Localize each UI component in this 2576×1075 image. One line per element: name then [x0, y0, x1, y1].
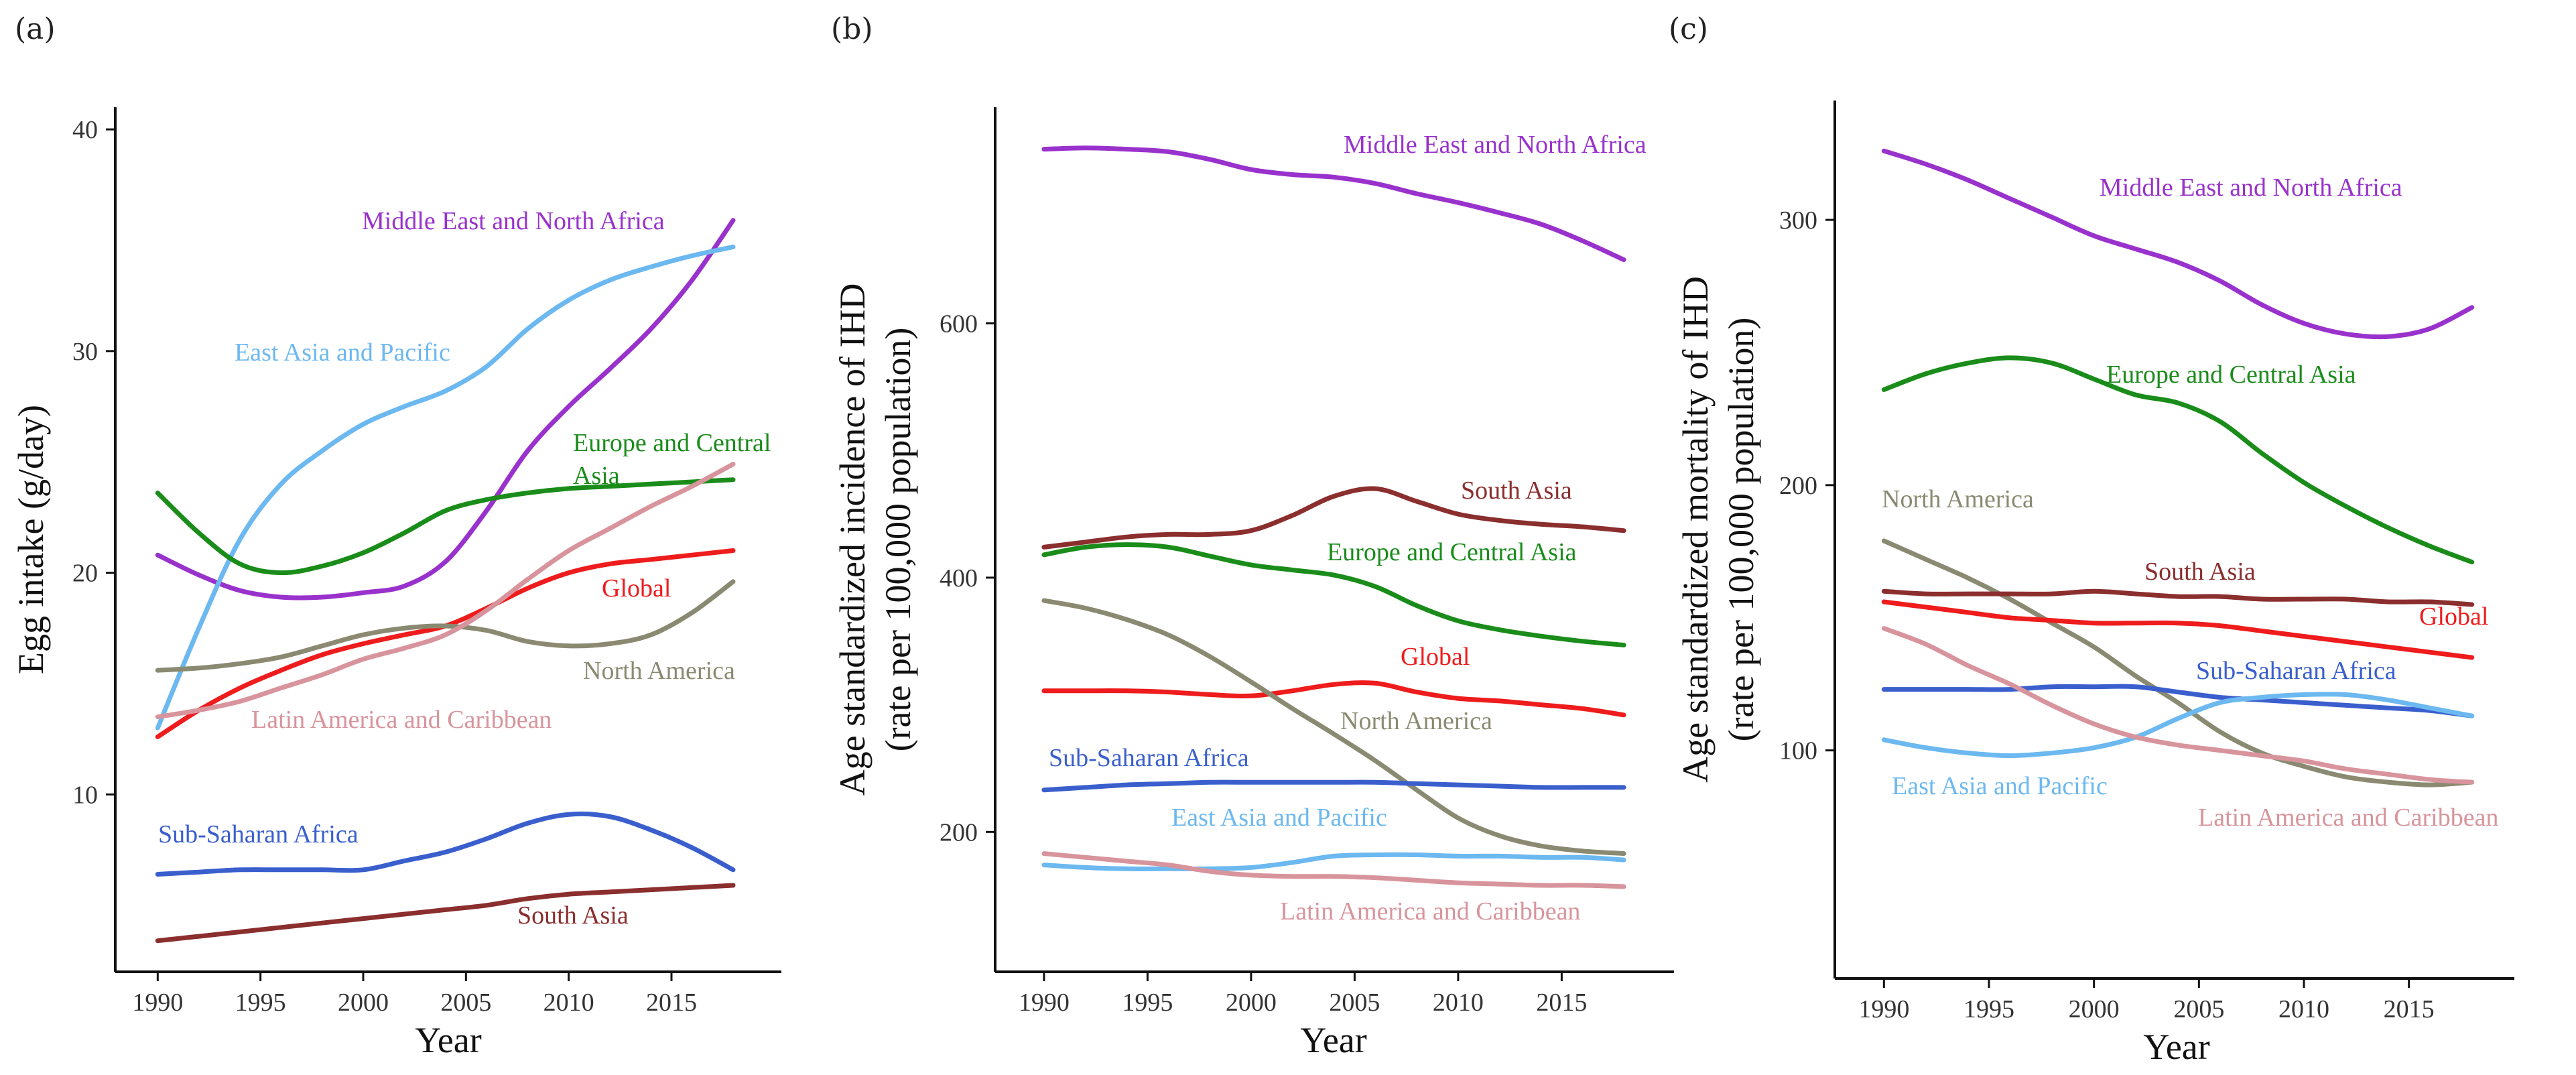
panel-b-label-europe: Europe and Central Asia	[1327, 538, 1577, 566]
panel-b-line-sub-saharan-africa	[1041, 779, 1626, 793]
panel-c-x-tick-label-1995: 1995	[1963, 995, 2014, 1023]
panel-c-ticks: 1990 1995 2000 2005 2010 2015 100 200 300	[1779, 206, 2435, 1023]
panel-c-line-sub-saharan-africa	[1881, 684, 2475, 718]
panel-b-y-axis-title-line2: (rate per 100,000 population)	[878, 328, 918, 752]
panel-b-line-europe-and-central-asia	[1041, 542, 1626, 647]
panel-b-label: (b)	[831, 12, 873, 46]
panel-b-x-tick-label-2015: 2015	[1536, 989, 1587, 1017]
panel-c-x-tick-label-1990: 1990	[1858, 995, 1909, 1023]
panel-a-x-tick-label-1995: 1995	[235, 989, 286, 1017]
panel-c-line-south-asia	[1881, 588, 2475, 607]
panel-a-y-tick-label-40: 40	[72, 116, 98, 144]
panel-b-y-tick-label-200: 200	[940, 818, 978, 846]
panel-a-x-tick-label-2015: 2015	[646, 989, 697, 1017]
panel-b-y-tick-label-400: 400	[940, 564, 978, 592]
panel-a-x-tick-label-2000: 2000	[338, 989, 389, 1017]
panel-c-label-sub-saharan: Sub-Saharan Africa	[2196, 657, 2396, 685]
panel-c-x-tick-label-2000: 2000	[2069, 995, 2120, 1023]
panel-b-label-sub-saharan: Sub-Saharan Africa	[1049, 744, 1249, 772]
panel-b-label-global: Global	[1401, 643, 1470, 671]
panel-b-series-lines	[1041, 145, 1626, 889]
panel-a-line-latin-america-and-caribbean	[155, 462, 736, 720]
panel-c-line-latin-america-and-caribbean	[1881, 626, 2475, 785]
panel-a-line-middle-east-and-north-africa	[155, 218, 736, 600]
panel-a-x-tick-label-2005: 2005	[440, 989, 491, 1017]
panel-c-line-north-america	[1881, 538, 2475, 787]
panel-b-x-tick-label-1995: 1995	[1122, 989, 1173, 1017]
panel-c-label-latin-america: Latin America and Caribbean	[2198, 804, 2498, 832]
panel-a-y-tick-label-10: 10	[72, 781, 98, 809]
panel-a-label-north-america: North America	[583, 657, 735, 685]
panel-b-x-tick-label-2005: 2005	[1329, 989, 1380, 1017]
panel-b-ticks: 1990 1995 2000 2005 2010 2015 200 400 600	[940, 310, 1587, 1017]
panel-c-label-east-asia: East Asia and Pacific	[1892, 772, 2108, 800]
panel-b-label-north-america: North America	[1340, 707, 1492, 735]
panel-a-x-tick-label-1990: 1990	[132, 989, 183, 1017]
panel-a-line-europe-and-central-asia	[155, 477, 736, 576]
panel-b-line-south-asia	[1041, 486, 1626, 550]
panel-c-label-global: Global	[2419, 603, 2488, 631]
panel-ihd-incidence: (b) 1990 1995 2000 2005 2010 2015 200 400 600 Ye…	[831, 12, 1674, 1060]
panel-b-label-east-asia: East Asia and Pacific	[1171, 804, 1387, 832]
panel-c-line-east-asia-and-pacific	[1881, 692, 2475, 759]
panel-c-label-europe: Europe and Central Asia	[2106, 361, 2356, 389]
panel-b-x-tick-label-1990: 1990	[1019, 989, 1070, 1017]
panel-a-line-south-asia	[155, 883, 736, 944]
panel-b-x-tick-label-2010: 2010	[1433, 989, 1484, 1017]
panel-b-x-axis-title: Year	[1300, 1020, 1367, 1060]
panel-c-line-global	[1881, 599, 2475, 660]
panel-c-label: (c)	[1669, 12, 1708, 46]
panel-a-label-europe-line1: Europe and Central	[573, 429, 771, 457]
panel-c-x-axis-title: Year	[2143, 1027, 2210, 1067]
panel-b-y-tick-label-600: 600	[940, 310, 978, 338]
panel-a-label-east-asia: East Asia and Pacific	[235, 338, 450, 367]
panel-b-label-south-asia: South Asia	[1461, 477, 1572, 505]
panel-a-label-middle-east: Middle East and North Africa	[362, 207, 665, 235]
panel-b-label-middle-east: Middle East and North Africa	[1344, 131, 1647, 159]
panel-egg-intake: (a) 1990 1995 2000 2005 2010 2015 10 20 30 40 Yea…	[11, 12, 781, 1060]
panel-a-label-latin-america: Latin America and Caribbean	[251, 706, 552, 734]
panel-a-x-tick-label-2010: 2010	[543, 989, 594, 1017]
panel-a-label: (a)	[15, 12, 56, 46]
panel-a-label-sub-saharan: Sub-Saharan Africa	[158, 820, 359, 848]
panel-b-line-north-america	[1041, 598, 1626, 857]
panel-b-line-latin-america-and-caribbean	[1041, 851, 1626, 889]
panel-a-line-east-asia-and-pacific	[155, 244, 736, 731]
panel-c-x-tick-label-2005: 2005	[2173, 995, 2224, 1023]
panel-b-line-middle-east-and-north-africa	[1041, 145, 1626, 263]
panel-c-y-tick-label-300: 300	[1779, 206, 1817, 235]
panel-c-y-axis-title-line1: Age standardized mortality of IHD	[1675, 276, 1716, 783]
panel-a-y-tick-label-20: 20	[72, 560, 98, 588]
panel-a-series-lines	[155, 218, 736, 944]
panel-c-x-tick-label-2015: 2015	[2384, 995, 2435, 1023]
panel-b-y-axis-title-line1: Age standardized incidence of IHD	[832, 283, 873, 796]
panel-c-y-tick-label-200: 200	[1779, 472, 1817, 500]
panel-b-x-tick-label-2000: 2000	[1226, 989, 1277, 1017]
panel-a-ticks: 1990 1995 2000 2005 2010 2015 10 20 30 40	[72, 116, 697, 1017]
panel-a-line-sub-saharan-africa	[155, 811, 736, 877]
panel-c-x-tick-label-2010: 2010	[2278, 995, 2329, 1023]
panel-ihd-mortality: (c) 1990 1995 2000 2005 2010 2015 100 200 300 Ye…	[1669, 12, 2514, 1067]
panel-b-line-global	[1041, 680, 1626, 718]
panel-c-line-europe-and-central-asia	[1881, 355, 2475, 565]
panel-c-y-tick-label-100: 100	[1779, 737, 1817, 765]
panel-c-line-middle-east-and-north-africa	[1881, 148, 2475, 340]
panel-c-label-middle-east: Middle East and North Africa	[2100, 174, 2402, 202]
panel-a-y-tick-label-30: 30	[72, 338, 98, 366]
panel-c-label-south-asia: South Asia	[2144, 558, 2256, 586]
panel-a-label-south-asia: South Asia	[517, 901, 629, 930]
panel-a-label-europe-line2: Asia	[573, 462, 620, 490]
panel-c-y-axis-title-line2: (rate per 100,000 population)	[1721, 318, 1761, 742]
panel-c-series-lines	[1881, 148, 2475, 787]
panel-b-label-latin-america: Latin America and Caribbean	[1280, 897, 1580, 926]
panel-a-line-north-america	[155, 579, 736, 673]
panel-a-x-axis-title: Year	[415, 1020, 482, 1060]
panel-b-line-east-asia-and-pacific	[1041, 852, 1626, 871]
panel-a-label-global: Global	[602, 574, 671, 603]
panel-c-label-north-america: North America	[1882, 485, 2034, 513]
panel-a-y-axis-title: Egg intake (g/day)	[11, 405, 51, 674]
